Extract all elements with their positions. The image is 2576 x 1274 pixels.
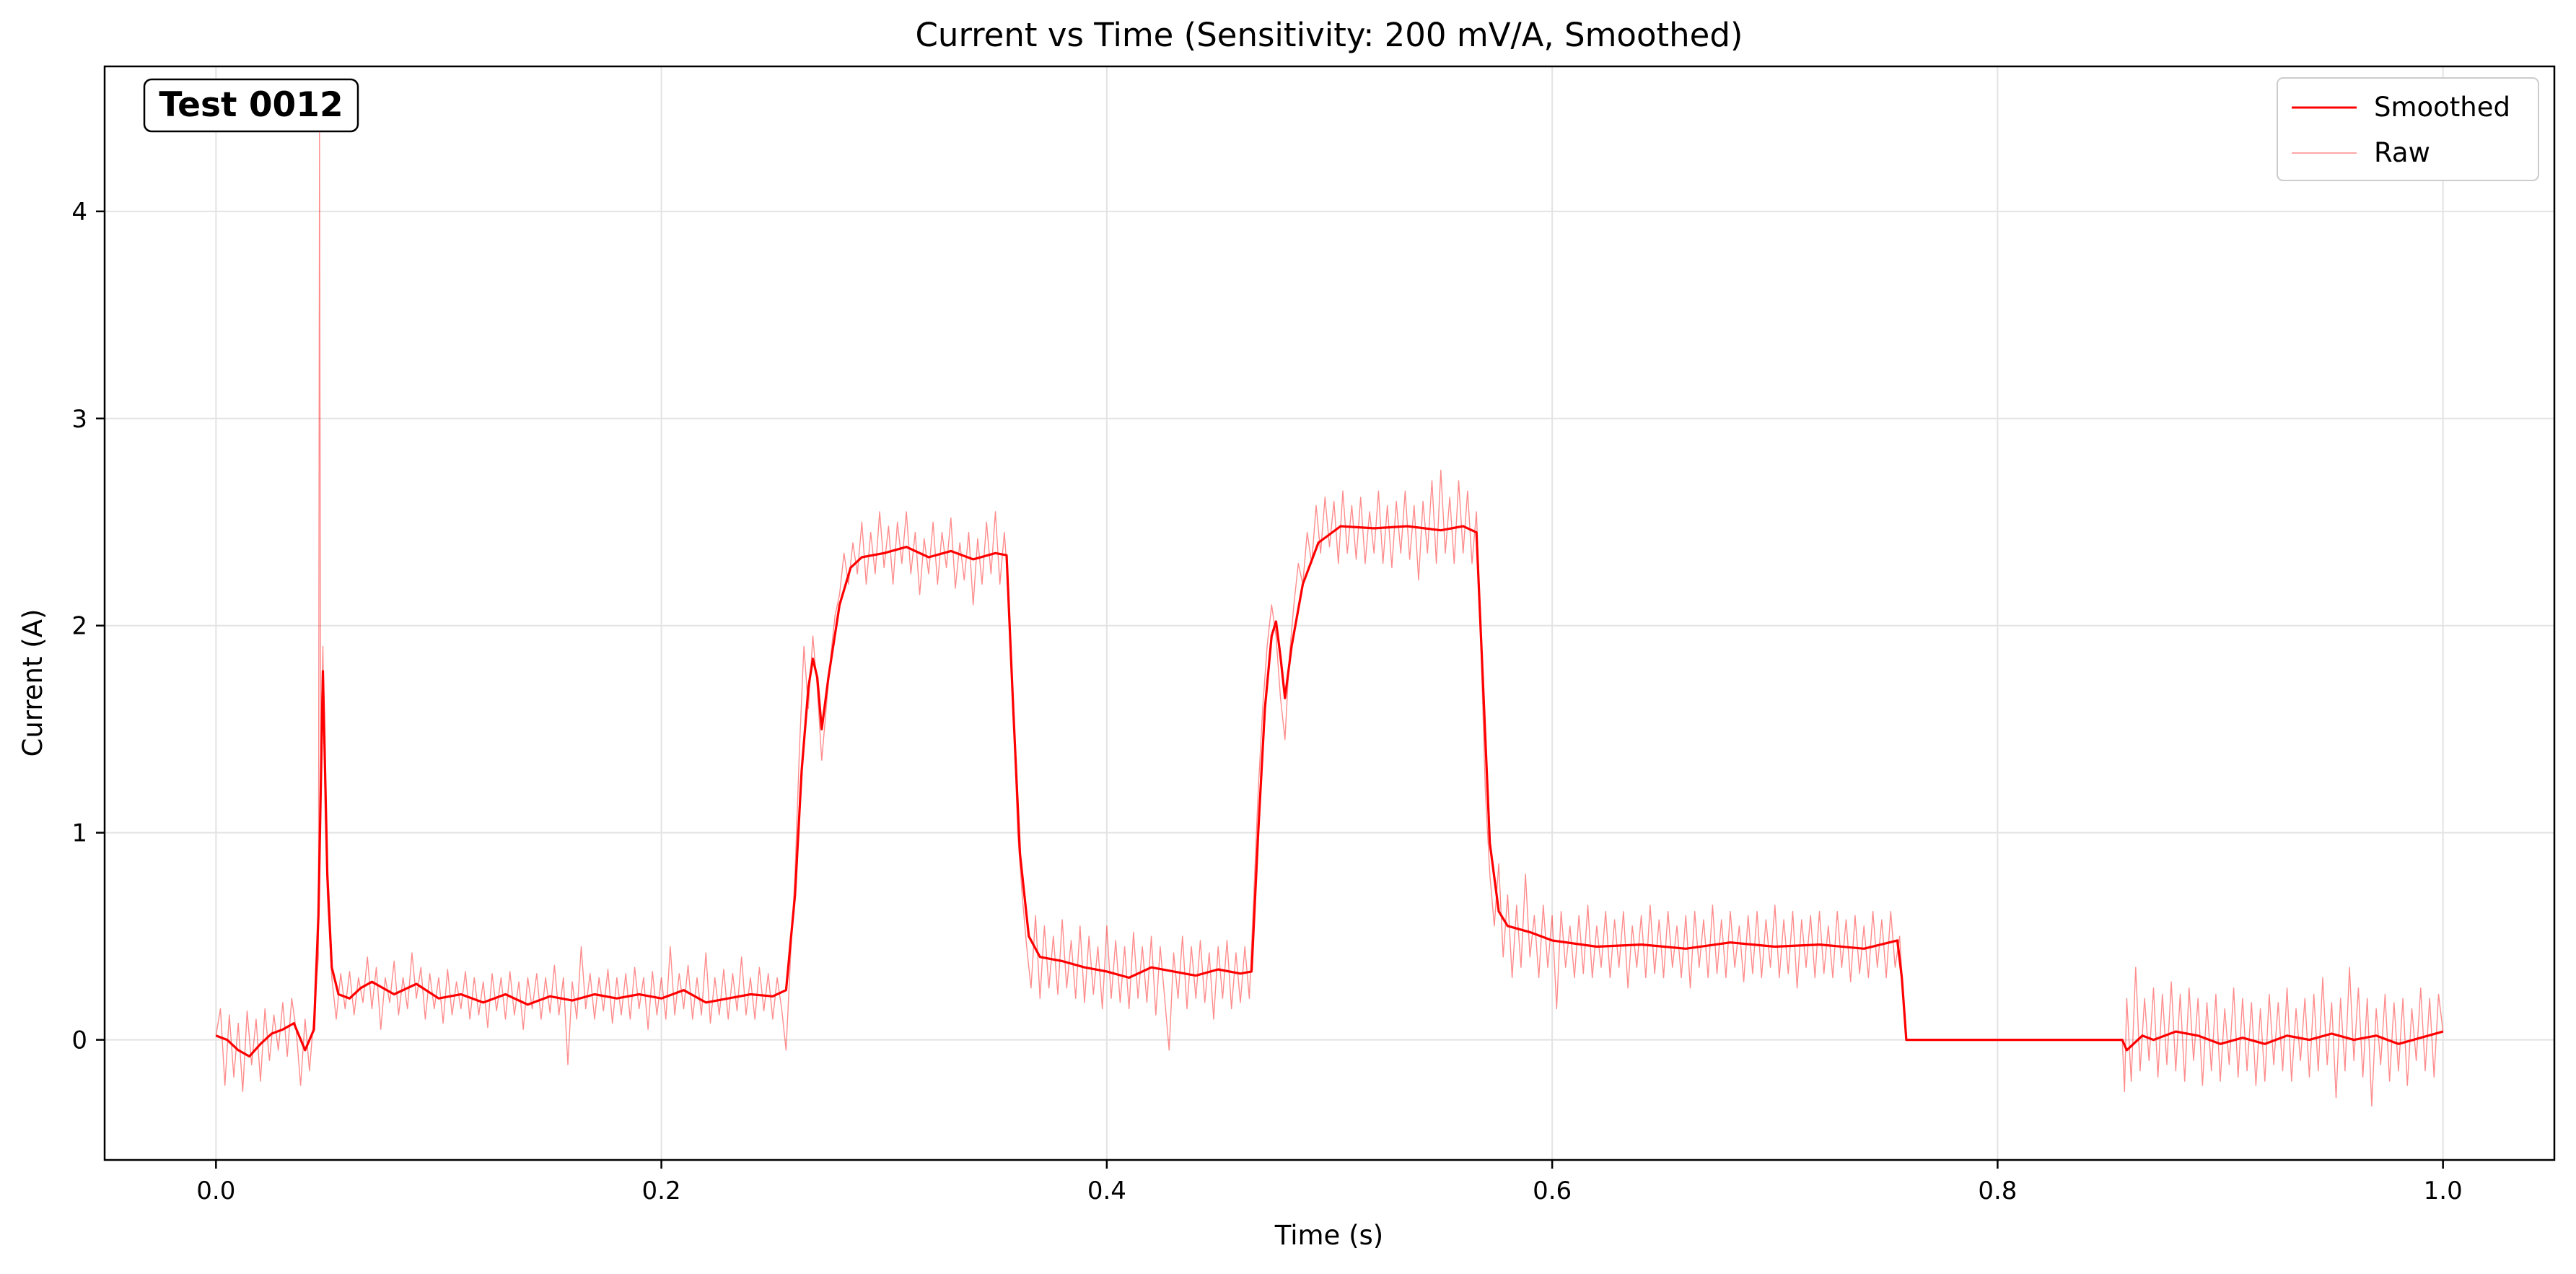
y-tick-label: 4 (71, 198, 87, 227)
series-smoothed-line (215, 525, 2444, 1058)
annotation-text: Test 0012 (159, 85, 343, 125)
legend-frame (2277, 77, 2539, 181)
x-axis-label: Time (s) (1274, 1220, 1383, 1251)
grid-lines (105, 66, 2554, 1160)
y-axis-ticks: 0 1 2 3 4 (71, 198, 105, 1055)
x-tick-label: 0.8 (1978, 1177, 2017, 1205)
x-tick-label: 0.4 (1087, 1177, 1126, 1205)
x-tick-label: 0.2 (642, 1177, 681, 1205)
x-tick-label: 0.0 (196, 1177, 235, 1205)
x-tick-label: 0.6 (1533, 1177, 1572, 1205)
y-tick-label: 3 (71, 405, 87, 434)
x-axis-ticks: 0.0 0.2 0.4 0.6 0.8 1.0 (196, 1160, 2463, 1205)
annotation-frame (143, 78, 359, 133)
series-layer (215, 132, 2444, 1107)
legend-label-smoothed: Smoothed (2374, 92, 2510, 123)
x-tick-label: 1.0 (2424, 1177, 2463, 1205)
y-tick-label: 0 (71, 1026, 87, 1055)
test-annotation: Test 0012 (143, 78, 359, 133)
chart-title: Current vs Time (Sensitivity: 200 mV/A, … (916, 16, 1743, 54)
y-tick-label: 1 (71, 819, 87, 848)
y-tick-label: 2 (71, 612, 87, 641)
legend: Smoothed Raw (2277, 77, 2539, 181)
axes-frame (103, 65, 2556, 1161)
y-axis-label: Current (A) (17, 609, 48, 757)
legend-label-raw: Raw (2374, 137, 2430, 168)
plot-area (215, 132, 2444, 1107)
